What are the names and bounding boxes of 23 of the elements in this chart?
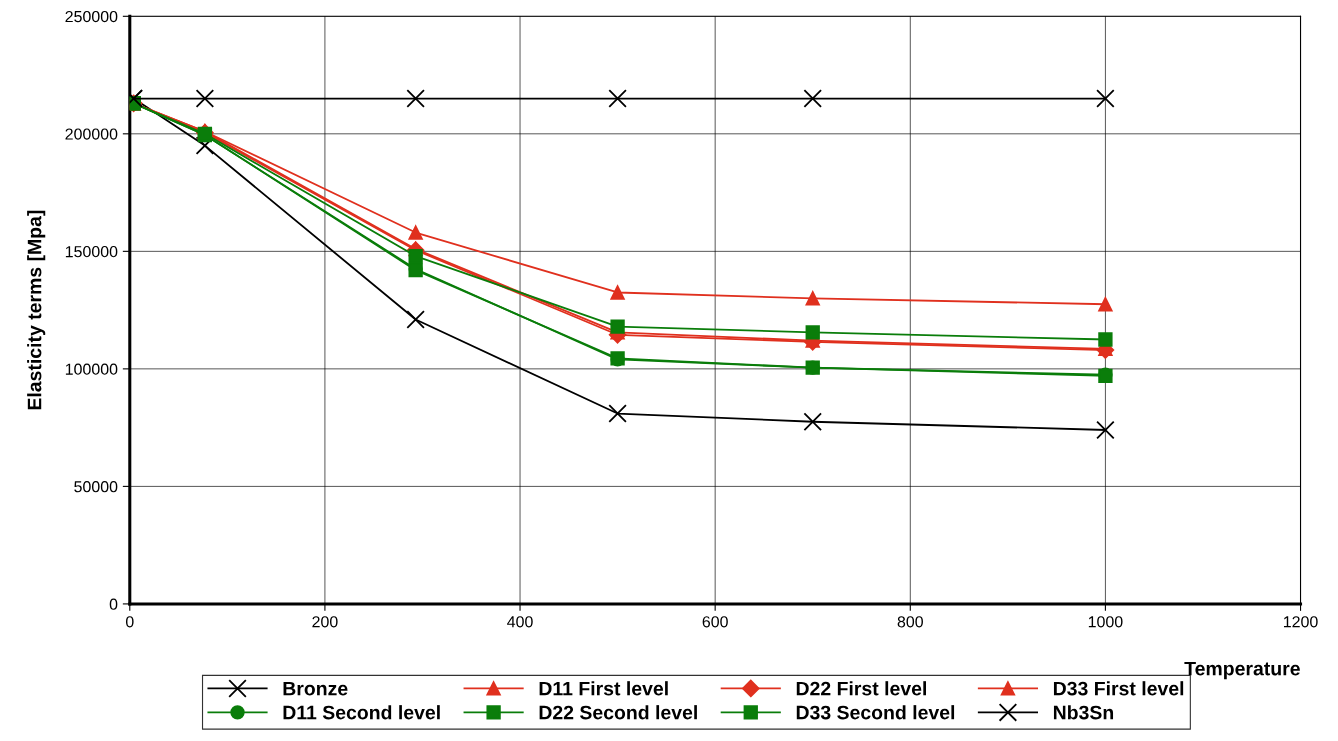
legend-label: D33 Second level [796, 705, 955, 720]
x-tick-label: 600 [702, 616, 728, 628]
legend-label: D22 Second level [539, 705, 697, 720]
x-tick-label: 1000 [1088, 616, 1123, 628]
x-tick-label: 0 [125, 616, 134, 628]
y-axis-title: Elasticity terms [Mpa] [27, 210, 46, 410]
y-tick-label: 250000 [65, 10, 118, 23]
x-tick-label: 400 [507, 616, 533, 628]
x-tick-label: 1200 [1283, 616, 1318, 628]
legend-label: D33 First level [1053, 681, 1184, 696]
legend-label: Nb3Sn [1053, 705, 1114, 720]
x-tick-label: 200 [312, 616, 338, 628]
y-tick-label: 200000 [65, 128, 118, 140]
y-tick-label: 0 [109, 598, 118, 610]
y-tick-label: 100000 [65, 363, 118, 375]
y-tick-label: 50000 [74, 481, 118, 493]
y-tick-label: 150000 [65, 245, 118, 258]
legend-label: D22 First level [796, 681, 926, 696]
x-tick-label: 800 [897, 616, 923, 628]
legend-label: D11 First level [539, 681, 668, 696]
legend-label: Bronze [283, 681, 348, 696]
legend-label: D11 Second level [283, 705, 440, 720]
x-axis-title: Temperature [1184, 661, 1300, 680]
